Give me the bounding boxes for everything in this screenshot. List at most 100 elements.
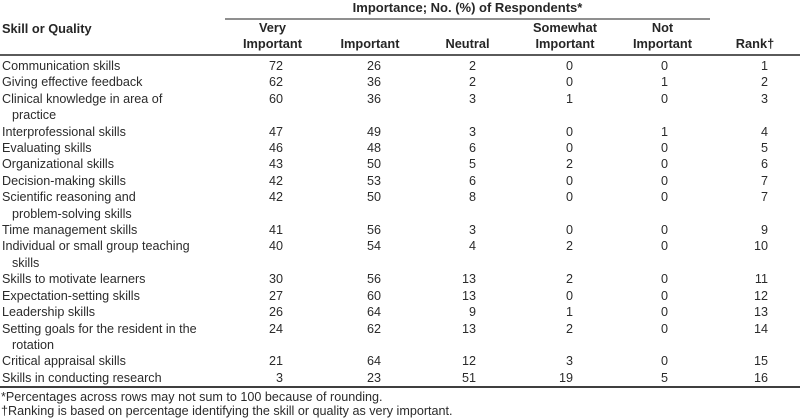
col-header-neutral: Neutral xyxy=(420,19,515,56)
somewhat-important-cell: 0 xyxy=(565,190,573,205)
rank-cell: 3 xyxy=(760,91,768,106)
important-cell: 49 xyxy=(366,124,381,139)
not-important-cell: 0 xyxy=(660,59,668,73)
neutral-cell: 3 xyxy=(468,91,476,106)
rank-cell: 1 xyxy=(760,59,768,73)
rank-cell: 2 xyxy=(760,75,768,90)
very-important-cell: 42 xyxy=(268,173,283,188)
important-cell: 60 xyxy=(366,288,381,303)
neutral-cell: 6 xyxy=(468,141,476,156)
somewhat-important-cell: 2 xyxy=(565,321,573,336)
skills-importance-table: Importance; No. (%) of Respondents* Skil… xyxy=(0,0,800,389)
very-important-cell: 30 xyxy=(268,272,283,287)
footnote-rounding: *Percentages across rows may not sum to … xyxy=(1,390,383,405)
rank-cell: 11 xyxy=(754,272,768,287)
neutral-cell: 9 xyxy=(468,305,476,320)
very-important-cell: 24 xyxy=(268,321,283,336)
table-row: Clinical knowledge in area of practice 60… xyxy=(0,91,800,124)
rank-cell: 10 xyxy=(753,239,768,254)
rank-cell: 4 xyxy=(760,124,768,139)
table-row: Giving effective feedback 62 36 2 0 1 2 xyxy=(0,74,800,90)
skill-cell: Individual or small group teaching skill… xyxy=(2,239,190,270)
neutral-cell: 2 xyxy=(468,75,476,90)
rank-cell: 5 xyxy=(760,141,768,156)
not-important-cell: 0 xyxy=(660,305,668,320)
skill-cell: Communication skills xyxy=(2,59,121,73)
important-cell: 56 xyxy=(366,223,381,238)
somewhat-important-cell: 2 xyxy=(565,272,573,287)
not-important-cell: 0 xyxy=(660,157,668,172)
neutral-cell: 3 xyxy=(468,223,476,238)
rank-cell: 7 xyxy=(760,190,768,205)
rank-cell: 14 xyxy=(753,321,768,336)
footnote-ranking: †Ranking is based on percentage identify… xyxy=(1,404,453,419)
somewhat-important-cell: 0 xyxy=(565,75,573,90)
very-important-cell: 47 xyxy=(268,124,283,139)
rank-cell: 15 xyxy=(753,354,768,369)
somewhat-important-cell: 2 xyxy=(565,157,573,172)
neutral-cell: 51 xyxy=(461,370,476,385)
neutral-cell: 8 xyxy=(468,190,476,205)
not-important-cell: 0 xyxy=(660,91,668,106)
somewhat-important-cell: 1 xyxy=(565,91,573,106)
skill-cell: Critical appraisal skills xyxy=(2,354,126,369)
very-important-cell: 3 xyxy=(275,370,283,385)
somewhat-important-cell: 19 xyxy=(558,370,573,385)
somewhat-important-cell: 3 xyxy=(565,354,573,369)
very-important-cell: 43 xyxy=(268,157,283,172)
neutral-cell: 13 xyxy=(461,288,476,303)
table-header: Importance; No. (%) of Respondents* Skil… xyxy=(0,0,800,56)
not-important-cell: 1 xyxy=(660,75,668,90)
table-row: Individual or small group teaching skill… xyxy=(0,238,800,271)
not-important-cell: 0 xyxy=(660,223,668,238)
skill-cell: Decision-making skills xyxy=(2,173,126,188)
skill-cell: Leadership skills xyxy=(2,305,96,320)
table-row: Evaluating skills 46 48 6 0 0 5 xyxy=(0,140,800,156)
not-important-cell: 0 xyxy=(660,141,668,156)
skill-cell: Evaluating skills xyxy=(2,141,92,156)
table-body: Communication skills 72 26 2 0 0 1 Giving effec… xyxy=(0,55,800,387)
important-cell: 48 xyxy=(366,141,381,156)
important-cell: 54 xyxy=(366,239,381,254)
table-row: Skills to motivate learners 30 56 13 2 0 11 xyxy=(0,271,800,287)
table-row: Decision-making skills 42 53 6 0 0 7 xyxy=(0,173,800,189)
not-important-cell: 1 xyxy=(660,124,668,139)
skill-cell: Scientific reasoning and problem-solving… xyxy=(2,190,136,221)
skill-cell: Expectation-setting skills xyxy=(2,288,140,303)
rank-cell: 6 xyxy=(760,157,768,172)
neutral-cell: 2 xyxy=(468,59,476,73)
table-row: Expectation-setting skills 27 60 13 0 0 12 xyxy=(0,288,800,304)
very-important-cell: 41 xyxy=(268,223,283,238)
not-important-cell: 0 xyxy=(660,190,668,205)
very-important-cell: 46 xyxy=(268,141,283,156)
column-header-row: Skill or Quality Very Important Importan… xyxy=(0,19,800,56)
col-header-not-important: Not Important xyxy=(615,19,710,56)
spanner-heading: Importance; No. (%) of Respondents* xyxy=(225,0,710,20)
skill-cell: Time management skills xyxy=(2,223,138,238)
skill-cell: Organizational skills xyxy=(2,157,114,172)
spanner-left-spacer xyxy=(0,0,225,19)
not-important-cell: 0 xyxy=(660,321,668,336)
important-cell: 23 xyxy=(366,370,381,385)
somewhat-important-cell: 0 xyxy=(565,173,573,188)
table-row: Organizational skills 43 50 5 2 0 6 xyxy=(0,156,800,172)
important-cell: 62 xyxy=(366,321,381,336)
neutral-cell: 12 xyxy=(461,354,476,369)
important-cell: 56 xyxy=(366,272,381,287)
somewhat-important-cell: 0 xyxy=(565,124,573,139)
table-row: Skills in conducting research 3 23 51 19 5 16 xyxy=(0,370,800,387)
important-cell: 36 xyxy=(366,75,381,90)
neutral-cell: 13 xyxy=(461,272,476,287)
not-important-cell: 0 xyxy=(660,354,668,369)
not-important-cell: 0 xyxy=(660,272,668,287)
important-cell: 50 xyxy=(366,157,381,172)
table-footnotes: *Percentages across rows may not sum to … xyxy=(0,388,800,418)
spanner-row: Importance; No. (%) of Respondents* xyxy=(0,0,800,20)
somewhat-important-cell: 0 xyxy=(565,141,573,156)
spanner-right-spacer xyxy=(710,0,800,19)
table-row: Setting goals for the resident in the ro… xyxy=(0,321,800,354)
not-important-cell: 5 xyxy=(660,370,668,385)
not-important-cell: 0 xyxy=(660,239,668,254)
skill-cell: Interprofessional skills xyxy=(2,124,126,139)
